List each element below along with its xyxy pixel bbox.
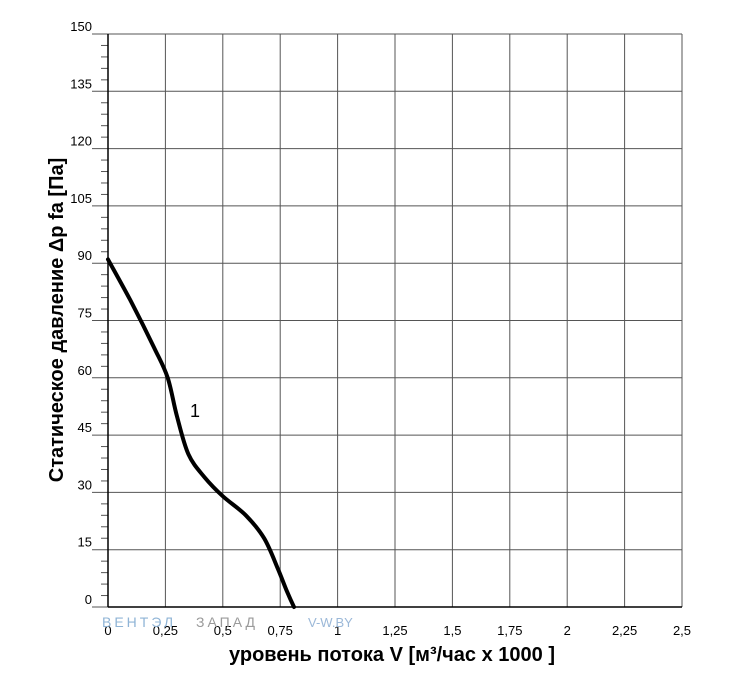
y-tick-label: 105 (70, 191, 92, 206)
y-tick-label: 135 (70, 76, 92, 91)
x-tick-label: 2,25 (612, 623, 637, 638)
y-tick-label: 30 (78, 477, 92, 492)
y-tick-label: 15 (78, 535, 92, 550)
x-tick-label: 0,75 (268, 623, 293, 638)
x-tick-label: 0,25 (153, 623, 178, 638)
x-axis-title: уровень потока V [м³/час х 1000 ] (229, 644, 555, 666)
series-layer (106, 257, 296, 609)
y-tick-label: 120 (70, 134, 92, 149)
x-tick-label: 2 (564, 623, 571, 638)
series-line-1 (106, 257, 296, 609)
x-tick-label: 0,5 (214, 623, 232, 638)
watermark-text-2: ЗАПАД (196, 614, 258, 630)
watermark: ВЕНТЭЛ ЗАПАД V-W.BY (102, 614, 353, 630)
watermark-text-1: ВЕНТЭЛ (102, 614, 176, 630)
x-tick-labels: 0 0,25 0,5 0,75 1 1,25 1,5 1,75 2 2,25 2,5 (104, 623, 691, 638)
x-tick-label: 1,75 (497, 623, 522, 638)
x-tick-label: 1 (334, 623, 341, 638)
y-tick-labels: 0 15 30 45 60 75 90 105 120 135 150 (70, 19, 92, 607)
y-tick-label: 150 (70, 19, 92, 34)
y-tick-label: 60 (78, 363, 92, 378)
y-tick-label: 0 (85, 592, 92, 607)
y-tick-label: 90 (78, 248, 92, 263)
y-tick-label: 45 (78, 420, 92, 435)
y-axis-title: Статическое давление Δp fa [Па] (46, 158, 68, 482)
series-label-1: 1 (190, 401, 200, 421)
axes (107, 34, 682, 608)
x-tick-label: 2,5 (673, 623, 691, 638)
y-tick-label: 75 (78, 306, 92, 321)
x-tick-label: 1,25 (382, 623, 407, 638)
x-tick-label: 1,5 (443, 623, 461, 638)
grid (92, 33, 683, 608)
y-minor-ticks (101, 44, 108, 597)
x-tick-label: 0 (104, 623, 111, 638)
watermark-text-3: V-W.BY (308, 615, 353, 630)
